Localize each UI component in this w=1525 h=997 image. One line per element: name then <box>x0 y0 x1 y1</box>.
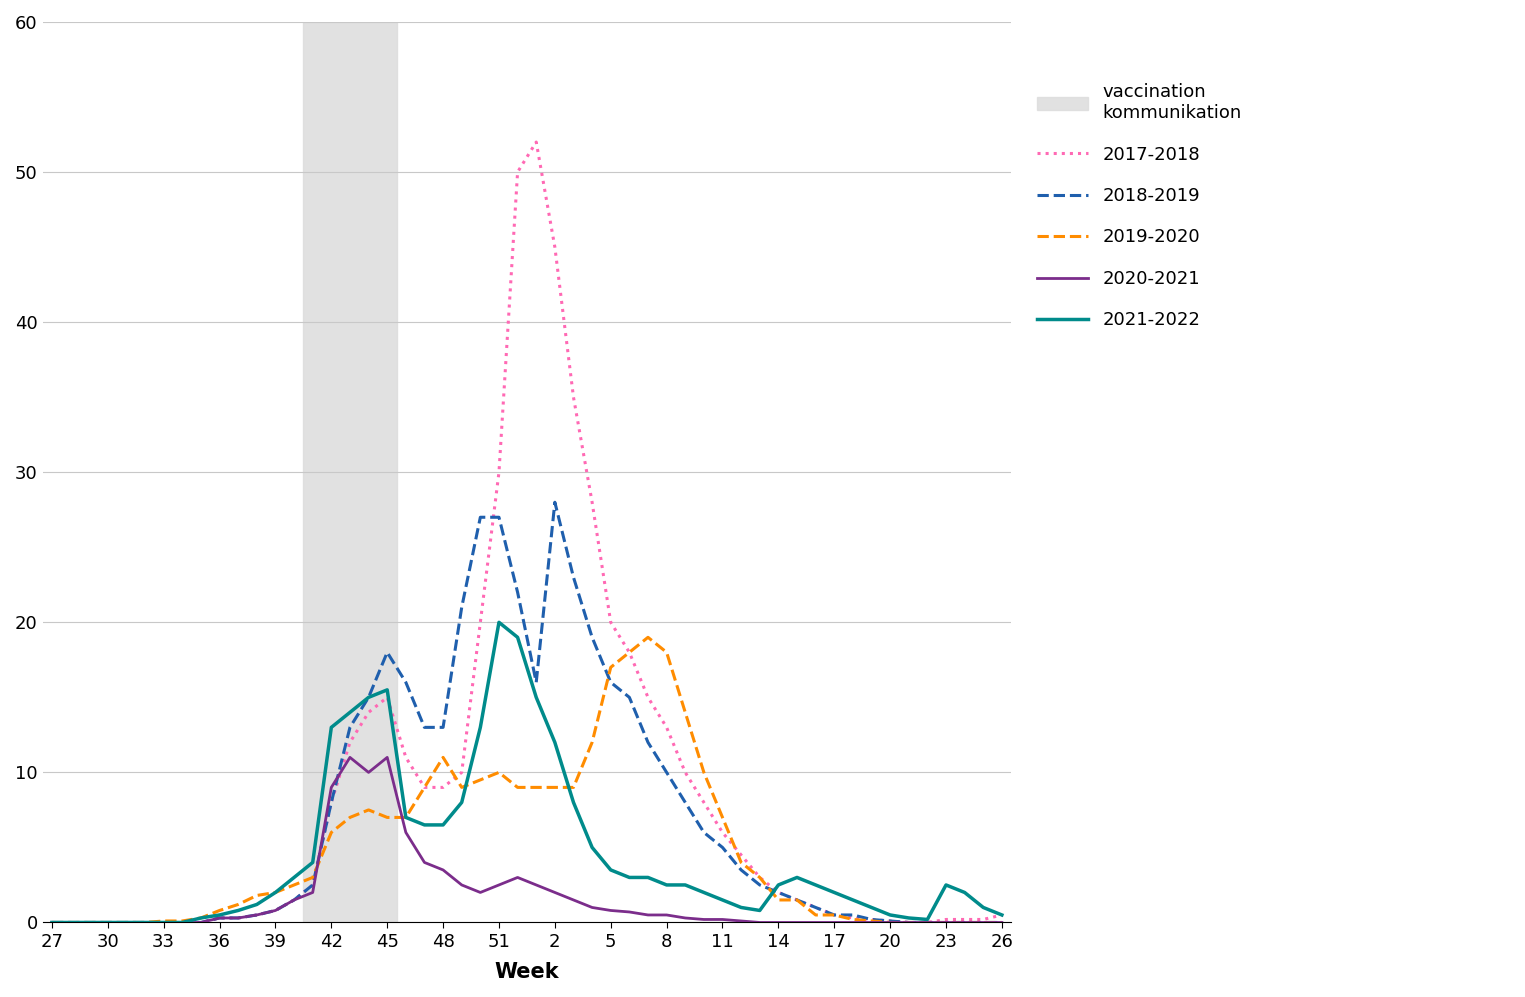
X-axis label: Week: Week <box>494 962 560 982</box>
Bar <box>303 22 396 922</box>
Legend: vaccination
kommunikation, 2017-2018, 2018-2019, 2019-2020, 2020-2021, 2021-2022: vaccination kommunikation, 2017-2018, 20… <box>1029 76 1249 337</box>
